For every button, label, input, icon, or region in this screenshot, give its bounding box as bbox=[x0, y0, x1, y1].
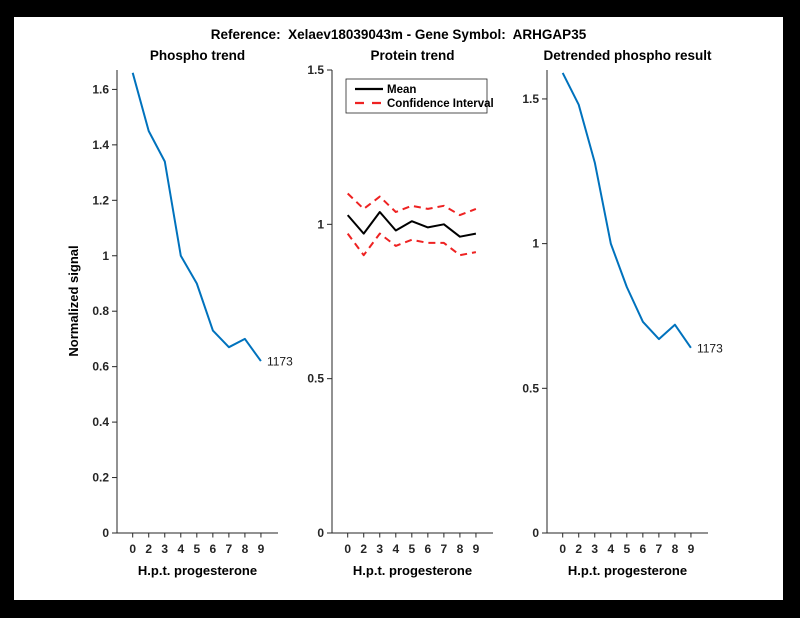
x-tick-label: 6 bbox=[640, 542, 647, 556]
x-tick-label: 7 bbox=[441, 542, 448, 556]
y-tick-label: 1.5 bbox=[307, 63, 324, 77]
x-tick-label: 0 bbox=[344, 542, 351, 556]
x-tick-label: 9 bbox=[473, 542, 480, 556]
x-tick-label: 7 bbox=[226, 542, 233, 556]
y-tick-label: 1.5 bbox=[522, 92, 539, 106]
y-tick-label: 0 bbox=[532, 526, 539, 540]
y-tick-label: 1.2 bbox=[92, 193, 109, 207]
x-tick-label: 7 bbox=[656, 542, 663, 556]
x-axis-label: H.p.t. progesterone bbox=[138, 563, 257, 578]
plot-title: Detrended phospho result bbox=[543, 48, 712, 63]
x-tick-label: 8 bbox=[672, 542, 679, 556]
x-tick-label: 9 bbox=[688, 542, 695, 556]
y-tick-label: 1.4 bbox=[92, 138, 109, 152]
y-tick-label: 1.6 bbox=[92, 82, 109, 96]
x-tick-label: 6 bbox=[210, 542, 217, 556]
endpoint-annotation: 1173 bbox=[697, 341, 723, 355]
y-tick-label: 1 bbox=[102, 249, 109, 263]
x-tick-label: 4 bbox=[392, 542, 399, 556]
x-tick-label: 2 bbox=[360, 542, 367, 556]
x-tick-label: 3 bbox=[161, 542, 168, 556]
legend-label: Confidence Interval bbox=[387, 98, 494, 110]
x-tick-label: 5 bbox=[408, 542, 415, 556]
x-tick-label: 2 bbox=[145, 542, 152, 556]
x-tick-label: 9 bbox=[258, 542, 265, 556]
y-axis-label: Normalized signal bbox=[66, 245, 81, 356]
x-tick-label: 0 bbox=[559, 542, 566, 556]
x-tick-label: 0 bbox=[129, 542, 136, 556]
series-line bbox=[131, 72, 262, 362]
y-tick-label: 0.6 bbox=[92, 360, 109, 374]
y-tick-label: 0.8 bbox=[92, 304, 109, 318]
x-tick-label: 2 bbox=[575, 542, 582, 556]
x-axis-label: H.p.t. progesterone bbox=[353, 563, 472, 578]
confidence-interval-line bbox=[347, 192, 477, 217]
series-line bbox=[561, 72, 692, 349]
y-tick-label: 0 bbox=[102, 526, 109, 540]
x-tick-label: 8 bbox=[457, 542, 464, 556]
x-tick-label: 4 bbox=[607, 542, 614, 556]
plot-title: Protein trend bbox=[370, 48, 454, 63]
y-tick-label: 0.5 bbox=[307, 372, 324, 386]
legend-box bbox=[345, 78, 488, 114]
x-tick-label: 5 bbox=[623, 542, 630, 556]
x-tick-label: 3 bbox=[376, 542, 383, 556]
figure-canvas: Reference: Xelaev18039043m - Gene Symbol… bbox=[14, 17, 783, 600]
x-tick-label: 6 bbox=[425, 542, 432, 556]
x-tick-label: 4 bbox=[177, 542, 184, 556]
legend-label: Mean bbox=[387, 84, 416, 96]
y-tick-label: 0 bbox=[317, 526, 324, 540]
x-axis-label: H.p.t. progesterone bbox=[568, 563, 687, 578]
figure-title: Reference: Xelaev18039043m - Gene Symbol… bbox=[210, 27, 587, 42]
confidence-interval-line bbox=[346, 232, 477, 257]
series-line bbox=[346, 211, 477, 238]
endpoint-annotation: 1173 bbox=[267, 355, 293, 369]
y-tick-label: 0.2 bbox=[92, 471, 109, 485]
x-tick-label: 8 bbox=[242, 542, 249, 556]
y-tick-label: 0.5 bbox=[522, 381, 539, 395]
plot-title: Phospho trend bbox=[150, 48, 245, 63]
x-tick-label: 3 bbox=[591, 542, 598, 556]
y-tick-label: 1 bbox=[317, 217, 324, 231]
x-tick-label: 5 bbox=[193, 542, 200, 556]
y-tick-label: 0.4 bbox=[92, 415, 109, 429]
phospho-trend-plot: 0 2 3 4 5 6 7 8 900.20.40.60.811.21.41.61173Phos… bbox=[66, 48, 293, 578]
y-tick-label: 1 bbox=[532, 237, 539, 251]
